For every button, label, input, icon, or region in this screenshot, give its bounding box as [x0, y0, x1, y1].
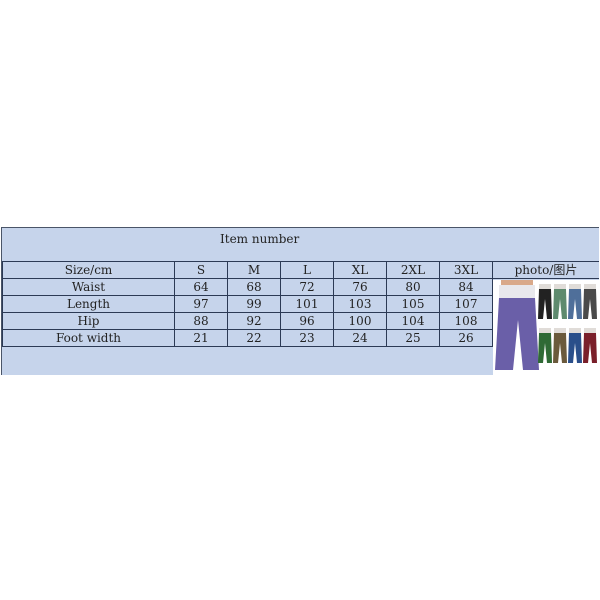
- mini-pants: [538, 333, 552, 363]
- cell: 107: [439, 295, 493, 313]
- cell: 105: [386, 295, 440, 313]
- cell: 76: [333, 278, 387, 296]
- header-cell: S: [174, 261, 228, 279]
- cell: 22: [227, 329, 281, 347]
- cell: 101: [280, 295, 334, 313]
- header-cell: 2XL: [386, 261, 440, 279]
- header-cell: 3XL: [439, 261, 493, 279]
- row-label: Waist: [2, 278, 175, 296]
- mini-waistband: [539, 284, 551, 289]
- cell: 68: [227, 278, 281, 296]
- cell: 72: [280, 278, 334, 296]
- cell: 25: [386, 329, 440, 347]
- product-photo: [493, 280, 599, 375]
- header-cell: photo/图片: [492, 261, 599, 279]
- row-label: Hip: [2, 312, 175, 330]
- table-row: Length 97 99 101 103 105 107: [2, 295, 600, 313]
- model-waist: [501, 280, 533, 285]
- cell: 108: [439, 312, 493, 330]
- mini-waistband: [554, 284, 566, 289]
- cell: 100: [333, 312, 387, 330]
- cell: 80: [386, 278, 440, 296]
- cell: 97: [174, 295, 228, 313]
- cell: 104: [386, 312, 440, 330]
- cell: 99: [227, 295, 281, 313]
- item-number-title: Item number: [220, 232, 300, 246]
- mini-pants: [553, 289, 567, 319]
- header-cell: L: [280, 261, 334, 279]
- size-chart-panel: Item number Size/cm S M L XL 2XL 3XL pho…: [1, 227, 599, 375]
- mini-waistband: [584, 328, 596, 333]
- mini-waistband: [554, 328, 566, 333]
- size-table: Size/cm S M L XL 2XL 3XL photo/图片 Waist …: [2, 261, 599, 347]
- mini-waistband: [569, 328, 581, 333]
- cell: 24: [333, 329, 387, 347]
- row-label: Length: [2, 295, 175, 313]
- mini-pants: [568, 289, 582, 319]
- table-row: Waist 64 68 72 76 80 84: [2, 278, 600, 296]
- mini-waistband: [569, 284, 581, 289]
- header-cell: XL: [333, 261, 387, 279]
- cell: 103: [333, 295, 387, 313]
- mini-pants: [568, 333, 582, 363]
- cell: 92: [227, 312, 281, 330]
- cell: 96: [280, 312, 334, 330]
- header-cell: Size/cm: [2, 261, 175, 279]
- cell: 84: [439, 278, 493, 296]
- mini-waistband: [584, 284, 596, 289]
- mini-pants: [538, 289, 552, 319]
- main-pants: [495, 298, 539, 370]
- cell: 88: [174, 312, 228, 330]
- header-row: Size/cm S M L XL 2XL 3XL photo/图片: [2, 261, 599, 279]
- cell: 21: [174, 329, 228, 347]
- cell: 64: [174, 278, 228, 296]
- mini-waistband: [539, 328, 551, 333]
- cell: 23: [280, 329, 334, 347]
- mini-pants: [583, 289, 597, 319]
- mini-pants: [583, 333, 597, 363]
- header-cell: M: [227, 261, 281, 279]
- mini-pants: [553, 333, 567, 363]
- pants-image: [495, 280, 597, 370]
- waistband: [499, 285, 535, 298]
- cell: 26: [439, 329, 493, 347]
- table-row: Foot width 21 22 23 24 25 26: [2, 329, 600, 347]
- row-label: Foot width: [2, 329, 175, 347]
